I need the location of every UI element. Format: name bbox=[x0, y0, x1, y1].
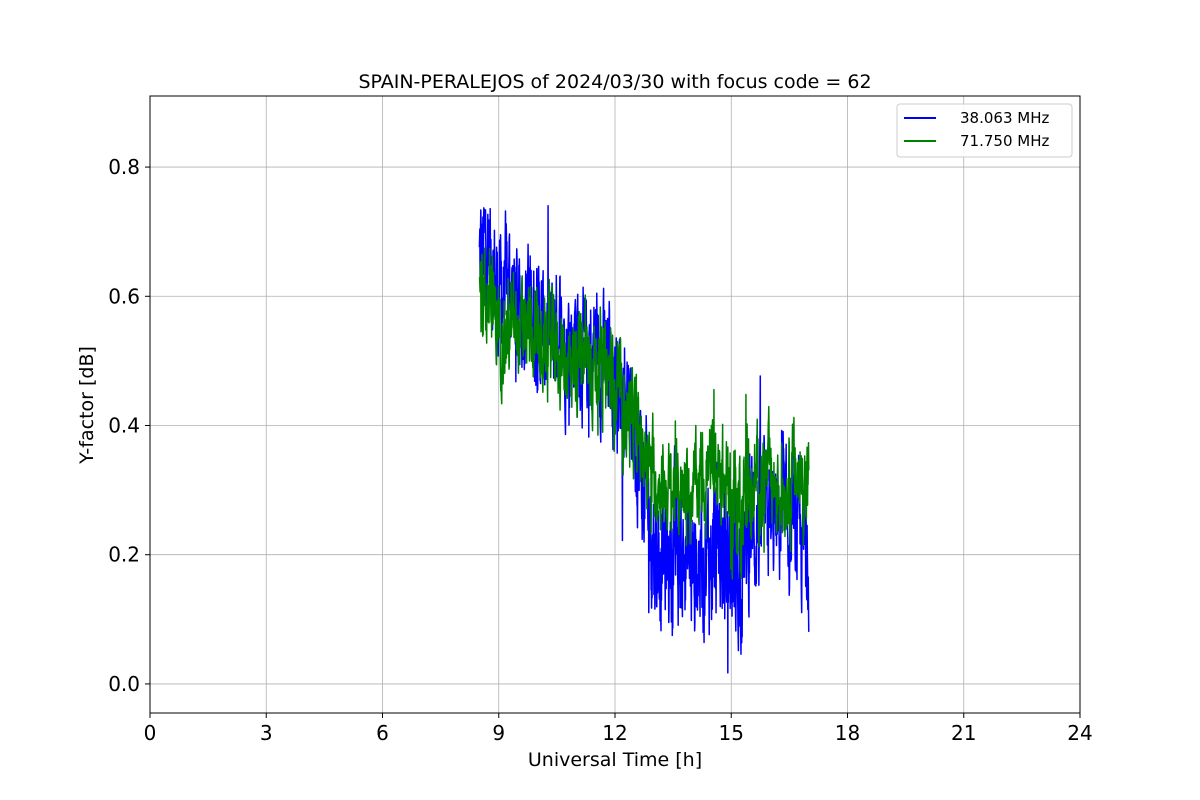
series-line-2 bbox=[478, 247, 810, 580]
x-tick-label: 0 bbox=[144, 721, 157, 745]
legend-label-series-1: 38.063 MHz bbox=[960, 109, 1049, 127]
y-axis-label: Y-factor [dB] bbox=[76, 346, 98, 465]
y-tick-label: 0.0 bbox=[108, 672, 140, 696]
x-tick-label: 21 bbox=[951, 721, 976, 745]
legend-label-series-2: 71.750 MHz bbox=[960, 132, 1049, 150]
x-tick-label: 18 bbox=[835, 721, 860, 745]
plot-series bbox=[478, 204, 810, 674]
x-tick-label: 12 bbox=[602, 721, 627, 745]
x-tick-label: 15 bbox=[719, 721, 744, 745]
y-tick-label: 0.6 bbox=[108, 284, 140, 308]
x-tick-label: 6 bbox=[376, 721, 389, 745]
y-tick-label: 0.8 bbox=[108, 155, 140, 179]
legend-box bbox=[896, 103, 1073, 158]
x-axis-ticks: 0 3 6 9 12 15 18 21 24 bbox=[144, 713, 1093, 745]
legend: 38.063 MHz 71.750 MHz bbox=[896, 103, 1073, 158]
x-tick-label: 3 bbox=[260, 721, 273, 745]
x-axis-label: Universal Time [h] bbox=[528, 749, 702, 771]
y-tick-label: 0.2 bbox=[108, 543, 140, 567]
y-axis-ticks: 0.0 0.2 0.4 0.6 0.8 bbox=[108, 155, 150, 696]
x-tick-label: 24 bbox=[1067, 721, 1092, 745]
chart-title: SPAIN-PERALEJOS of 2024/03/30 with focus… bbox=[358, 71, 871, 93]
x-tick-label: 9 bbox=[492, 721, 505, 745]
y-tick-label: 0.4 bbox=[108, 413, 140, 437]
